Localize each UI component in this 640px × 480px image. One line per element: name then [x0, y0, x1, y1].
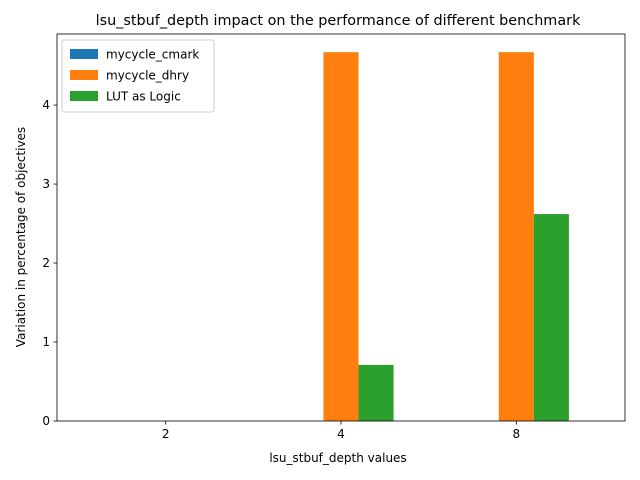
legend-label: mycycle_dhry [106, 69, 189, 83]
legend: mycycle_cmark mycycle_dhry LUT as Logic [61, 39, 215, 113]
y-tick-label: 1 [42, 335, 50, 349]
bar-mycycle_dhry-4 [323, 52, 359, 422]
x-tick-label: 2 [162, 427, 170, 441]
y-tick-label: 3 [42, 177, 50, 191]
plot-area: 0 1 2 3 4 2 4 8 [42, 33, 626, 441]
legend-swatch [70, 70, 98, 80]
x-tick-label: 8 [512, 427, 520, 441]
bar-mycycle_dhry-8 [498, 52, 534, 422]
y-tick-label: 2 [42, 256, 50, 270]
x-tick-label: 4 [337, 427, 345, 441]
bar-lut-as-logic-8 [533, 214, 569, 421]
y-axis-label: Variation in percentage of objectives [14, 127, 28, 347]
legend-label: mycycle_cmark [106, 48, 199, 62]
legend-swatch [70, 49, 98, 59]
y-tick-label: 0 [42, 414, 50, 428]
chart-title: lsu_stbuf_depth impact on the performanc… [96, 13, 581, 29]
legend-swatch [70, 91, 98, 101]
legend-box [61, 39, 215, 113]
y-tick-label: 4 [42, 98, 50, 112]
bar-lut-as-logic-4 [358, 364, 394, 421]
legend-label: LUT as Logic [106, 90, 181, 104]
x-axis-label: lsu_stbuf_depth values [269, 451, 406, 465]
